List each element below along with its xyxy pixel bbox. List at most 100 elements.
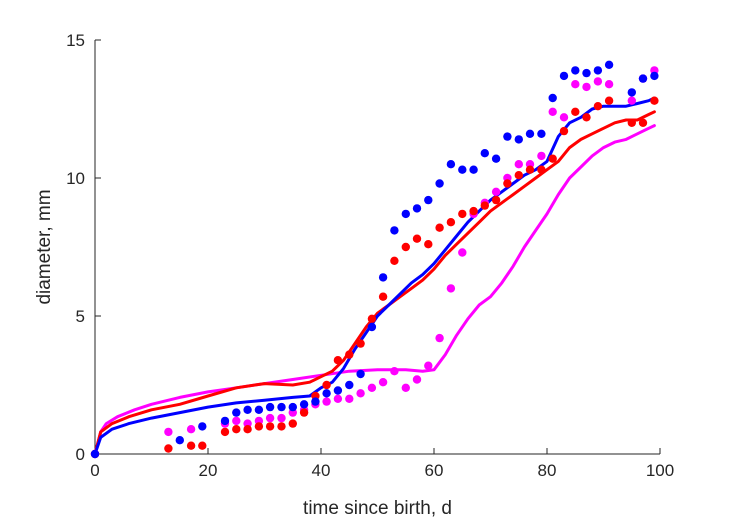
series-0-point-32 [548,107,557,117]
series-1-point-18 [378,292,388,301]
series-2-point-23 [446,160,456,169]
x-tick-label-0: 0 [90,461,99,480]
series-1-point-14 [333,356,343,365]
series-2-point-18 [390,226,399,235]
series-2-point-32 [548,93,557,103]
series-1-point-30 [514,171,523,180]
series-2-point-4 [232,408,241,417]
series-1-curve [93,110,656,456]
series-1-point-21 [412,234,422,243]
series-0-point-33 [559,113,569,122]
series-1-point-17 [367,314,377,323]
series-1-point-9 [277,422,286,431]
series-2-point-2 [198,422,207,431]
series-2-point-38 [627,88,636,97]
axes: 0 20 40 60 80 100 0 5 10 15 [66,31,674,480]
series-1-point-28 [491,195,501,205]
series-2-point-36 [593,66,603,75]
series-2-point-40 [650,71,659,81]
series-1-point-27 [480,201,489,210]
series-0-point-16 [367,383,377,392]
series-1-point-29 [503,179,512,188]
series-0-point-7 [265,413,275,423]
series-0-point-38 [627,96,636,105]
series-0-point-24 [458,248,467,257]
y-tick-label-1: 5 [76,307,85,326]
series-2-point-27 [491,154,501,163]
series-2-point-26 [480,149,489,158]
series-2-point-20 [412,204,422,213]
series-1-point-24 [446,218,456,227]
series-2-point-35 [582,68,591,78]
series-2-point-19 [401,209,410,219]
series-2-point-3 [220,416,230,426]
series-2-point-6 [254,405,264,414]
series-2-point-17 [378,273,388,282]
series-1-point-1 [164,444,173,453]
series-0-point-14 [345,394,354,403]
series-1-point-38 [604,96,614,105]
y-tick-label-2: 10 [66,169,85,188]
series-1-point-15 [345,350,354,359]
series-0-curve [93,124,656,456]
series-1-point-16 [356,339,365,348]
series-2-point-22 [435,179,444,188]
x-tick-label-1: 20 [199,461,218,480]
series-0-point-36 [593,77,603,86]
series-1-point-37 [593,102,603,111]
series-2-point-37 [604,60,614,69]
series-1-point-36 [582,113,591,122]
series-1-point-32 [537,165,546,174]
series-2-point-12 [322,389,331,398]
x-tick-label-2: 40 [312,461,331,480]
series-1-point-10 [288,419,297,428]
series-0-point-27 [491,187,501,196]
series-1-point-40 [638,118,648,128]
series-1-point-4 [220,427,230,437]
series-0-point-23 [446,284,456,293]
x-axis-ticks: 0 20 40 60 80 100 [90,448,674,480]
series-2-point-24 [458,165,467,174]
series-2-point-0 [90,449,100,459]
series-1-point-23 [435,223,444,232]
series-1-point-31 [525,165,535,174]
series-0-point-1 [164,427,173,437]
series-2-point-21 [424,195,433,205]
series-2-point-25 [469,165,478,174]
series-2-point-15 [356,369,365,379]
series-0-point-13 [333,394,343,403]
series-0-point-37 [604,80,614,89]
series-2-point-33 [559,71,569,81]
series-1-point-5 [232,425,241,434]
series-1-point-20 [401,242,410,252]
series-1-point-26 [469,206,478,216]
series-0-point-31 [537,151,546,161]
series-0-point-17 [378,378,388,387]
series-2-point-29 [514,135,523,144]
series-2-point-34 [571,66,580,75]
series-2-point-31 [537,129,546,138]
series-2-point-9 [288,402,297,412]
series-1-point-8 [265,422,275,431]
y-tick-label-0: 0 [76,445,85,464]
y-axis-label: diameter, mm [34,189,55,304]
series-2-point-13 [333,386,343,395]
series-0-point-2 [186,425,196,434]
series-1-point-7 [254,422,264,431]
series-2-curve [93,96,656,456]
series-2-point-8 [277,402,286,412]
series-0-point-15 [356,389,365,398]
series-1-point-22 [424,240,433,249]
series-1-point-2 [186,441,196,450]
series-2-point-10 [299,400,309,409]
series-2-point-28 [503,132,512,141]
series-1-point-13 [322,380,331,390]
series-0-point-19 [401,383,410,392]
series-2-point-39 [638,74,648,83]
series-0-point-18 [390,367,399,376]
series-0-point-8 [277,413,286,423]
plot-series [90,60,659,459]
series-1-point-34 [559,126,569,136]
series-0-point-22 [435,333,444,343]
